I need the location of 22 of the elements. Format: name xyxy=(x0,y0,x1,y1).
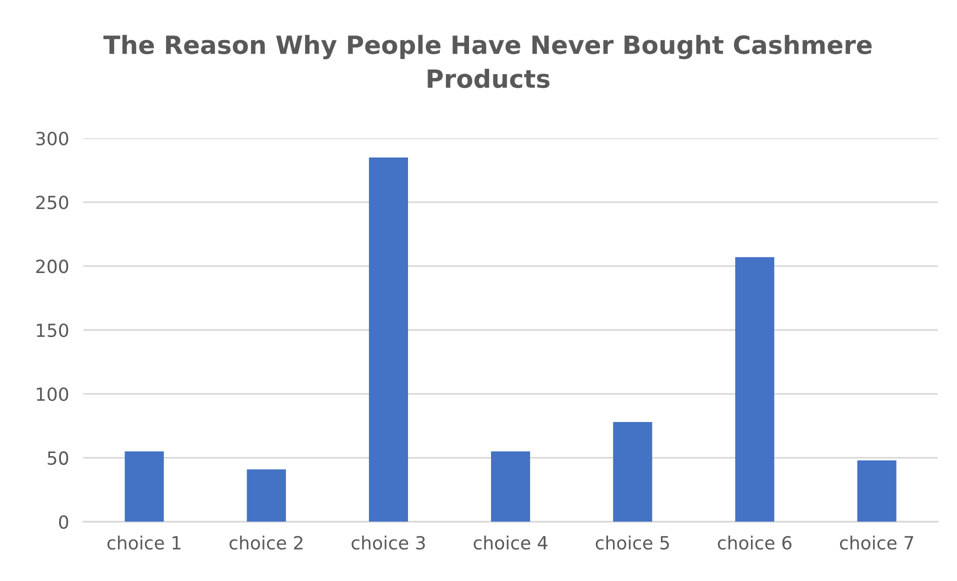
y-tick-label: 300 xyxy=(36,132,68,146)
chart-title: The Reason Why People Have Never Bought Cashmere Products xyxy=(103,34,872,88)
bar xyxy=(491,451,530,522)
bar xyxy=(246,469,286,522)
y-tick-label: 100 xyxy=(36,387,68,402)
bar xyxy=(857,460,896,522)
y-tick-label: 0 xyxy=(59,515,68,529)
y-tick-label: 200 xyxy=(36,260,68,274)
x-tick-label: choice 3 xyxy=(352,536,425,550)
y-tick-label: 50 xyxy=(48,451,68,465)
bar xyxy=(124,451,164,522)
y-tick-label: 150 xyxy=(36,323,68,338)
x-tick-label: choice 6 xyxy=(718,536,792,550)
bar xyxy=(613,422,652,522)
y-tick-label: 250 xyxy=(36,196,68,210)
bar xyxy=(368,157,408,522)
x-tick-label: choice 5 xyxy=(596,536,669,550)
x-tick-label: choice 2 xyxy=(230,536,302,550)
x-tick-label: choice 1 xyxy=(107,536,180,550)
x-tick-label: choice 7 xyxy=(840,536,914,550)
bar xyxy=(735,257,774,522)
x-tick-label: choice 4 xyxy=(474,536,548,550)
